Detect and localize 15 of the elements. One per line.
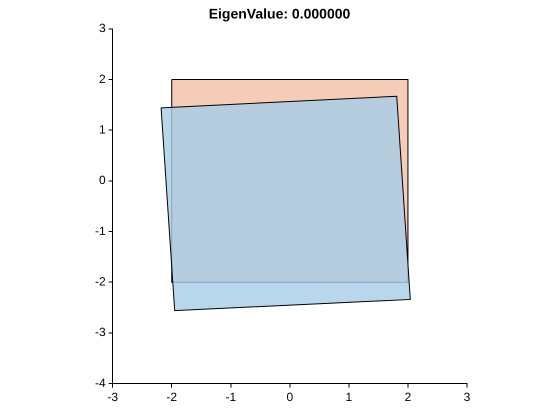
y-tick-label: -4 — [95, 376, 106, 390]
y-tick-label: 3 — [98, 21, 106, 36]
x-tick-label: 2 — [404, 390, 412, 404]
y-tick-label: -1 — [95, 224, 106, 238]
y-tick-label: 1 — [98, 122, 106, 136]
x-tick-label: 1 — [346, 390, 353, 404]
y-tick-label: 0 — [98, 173, 106, 188]
chart-title: EigenValue: 0.000000 — [208, 5, 351, 22]
x-tick-label: 3 — [464, 390, 471, 404]
x-tick-label: -1 — [225, 390, 236, 404]
x-tick-label: -2 — [166, 390, 178, 404]
y-tick-label: -3 — [95, 325, 106, 340]
y-tick-label: -2 — [95, 274, 106, 289]
x-tick-label: 0 — [286, 390, 294, 404]
y-tick-label: 2 — [98, 72, 106, 86]
